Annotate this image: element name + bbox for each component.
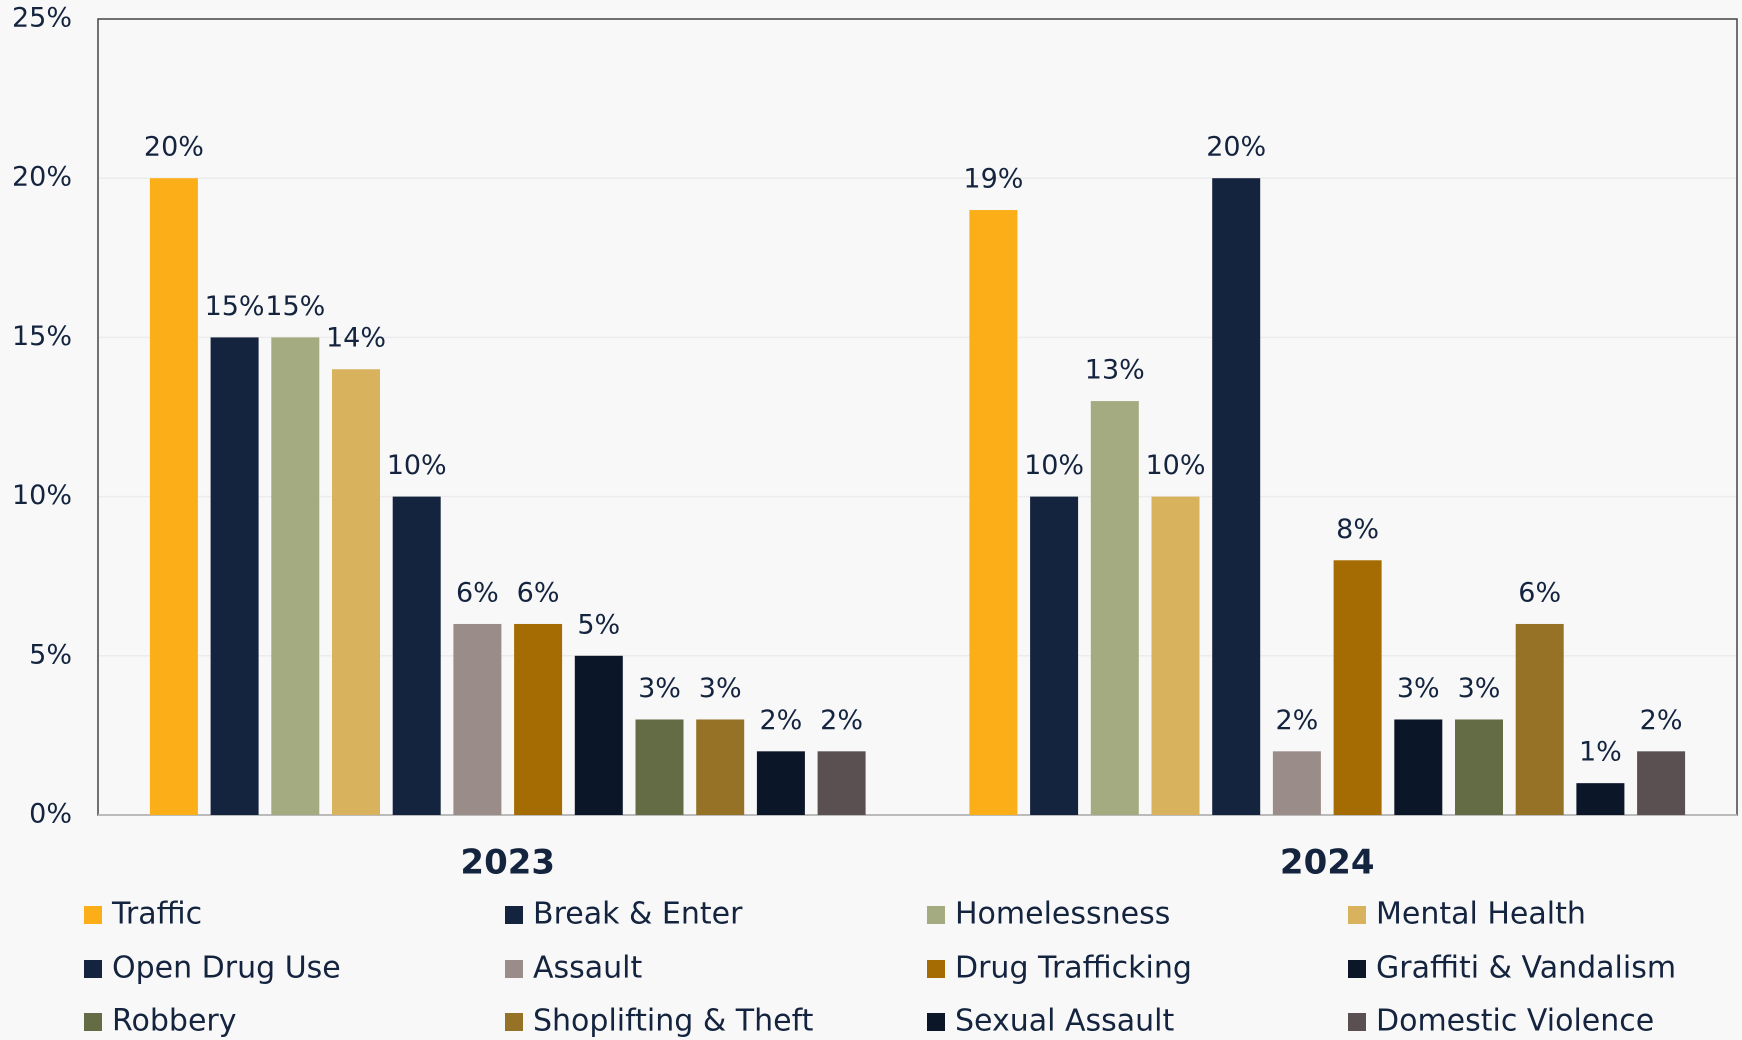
data-label: 15%	[205, 291, 265, 322]
bar	[271, 337, 320, 815]
bar	[1272, 751, 1321, 815]
legend-swatch	[927, 906, 945, 924]
y-tick-label: 20%	[12, 162, 72, 193]
bar	[1637, 751, 1686, 815]
legend-label: Robbery	[112, 1004, 236, 1039]
y-tick-label: 5%	[29, 639, 72, 670]
data-label: 6%	[1518, 577, 1561, 608]
bar	[1090, 401, 1139, 815]
bar	[1394, 719, 1443, 815]
legend-swatch	[505, 906, 523, 924]
legend-swatch	[1348, 1013, 1366, 1031]
legend-swatch	[84, 906, 102, 924]
bar	[1576, 783, 1625, 815]
bar	[1151, 496, 1200, 815]
data-label: 10%	[387, 450, 447, 481]
bar	[210, 337, 259, 815]
legend-swatch	[927, 1013, 945, 1031]
data-label: 3%	[699, 673, 742, 704]
data-label: 3%	[1458, 673, 1501, 704]
data-label: 13%	[1085, 355, 1145, 386]
legend-label: Open Drug Use	[112, 951, 341, 986]
data-label: 10%	[1024, 450, 1084, 481]
data-label: 5%	[577, 609, 620, 640]
data-label: 2%	[759, 705, 802, 736]
data-label: 10%	[1145, 450, 1205, 481]
legend-label: Traffic	[111, 897, 202, 932]
legend-label: Homelessness	[955, 897, 1170, 932]
data-label: 2%	[1640, 705, 1683, 736]
data-label: 20%	[1206, 132, 1266, 163]
data-label: 19%	[963, 164, 1023, 195]
bar	[756, 751, 805, 815]
x-tick-label: 2024	[1280, 843, 1375, 883]
data-label: 8%	[1336, 514, 1379, 545]
legend-swatch	[505, 960, 523, 978]
legend-label: Sexual Assault	[955, 1004, 1175, 1039]
y-tick-label: 0%	[29, 799, 72, 830]
bar	[574, 655, 623, 815]
bar	[969, 210, 1018, 816]
legend-label: Drug Trafficking	[955, 951, 1192, 986]
bar	[1333, 560, 1382, 815]
bar	[1212, 178, 1261, 815]
data-label: 3%	[1397, 673, 1440, 704]
data-label: 6%	[456, 577, 499, 608]
legend-label: Domestic Violence	[1376, 1004, 1654, 1039]
bar	[1030, 496, 1079, 815]
data-label: 1%	[1579, 737, 1622, 768]
data-label: 6%	[517, 577, 560, 608]
legend-swatch	[84, 1013, 102, 1031]
bar	[1515, 623, 1564, 815]
bar	[1455, 719, 1503, 815]
data-label: 2%	[820, 705, 863, 736]
data-label: 3%	[638, 673, 681, 704]
y-tick-label: 10%	[12, 480, 72, 511]
bar	[635, 719, 684, 815]
legend-swatch	[1348, 960, 1366, 978]
legend-label: Graffiti & Vandalism	[1376, 951, 1676, 986]
legend-swatch	[927, 960, 945, 978]
legend-swatch	[1348, 906, 1366, 924]
y-tick-label: 15%	[12, 321, 72, 352]
y-tick-label: 25%	[12, 3, 72, 34]
bar	[696, 719, 745, 815]
data-label: 14%	[326, 323, 386, 354]
bar	[817, 751, 866, 815]
data-label: 20%	[144, 132, 204, 163]
bar	[332, 369, 380, 815]
legend-swatch	[505, 1013, 523, 1031]
legend-label: Assault	[533, 951, 643, 986]
data-label: 2%	[1275, 705, 1318, 736]
bar	[453, 623, 502, 815]
data-label: 15%	[265, 291, 325, 322]
legend-swatch	[84, 960, 102, 978]
legend-label: Break & Enter	[533, 897, 743, 932]
x-tick-label: 2023	[460, 843, 555, 883]
bar	[149, 178, 198, 815]
legend-label: Shoplifting & Theft	[533, 1004, 814, 1039]
legend-label: Mental Health	[1376, 897, 1586, 932]
bar	[392, 496, 441, 815]
bar	[514, 623, 563, 815]
